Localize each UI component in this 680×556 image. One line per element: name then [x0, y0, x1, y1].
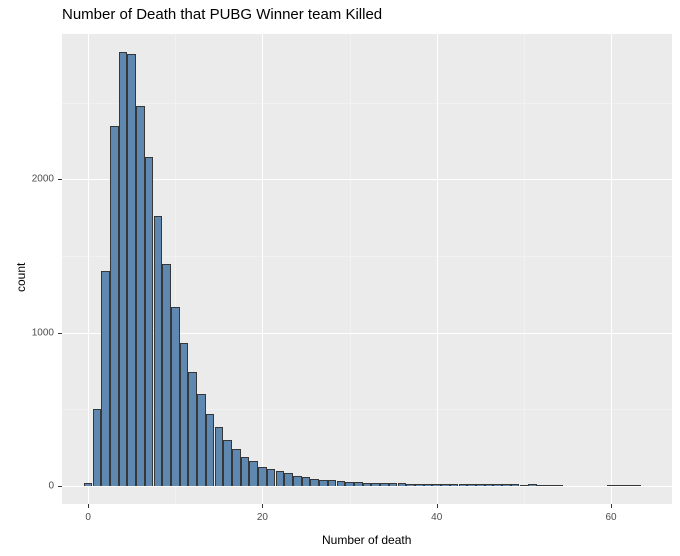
histogram-bar — [380, 483, 389, 486]
histogram-bar — [424, 484, 433, 486]
histogram-bar — [441, 484, 450, 486]
x-axis-label: Number of death — [322, 533, 411, 547]
y-axis-label: count — [14, 263, 28, 292]
histogram-bar — [406, 484, 415, 486]
histogram-bar — [528, 484, 537, 485]
grid-minor-v — [524, 34, 525, 504]
histogram-bar — [354, 482, 363, 485]
x-tick-label: 60 — [605, 512, 616, 523]
histogram-bar — [276, 471, 285, 486]
x-tick-mark — [262, 504, 263, 508]
histogram-bar — [127, 54, 136, 486]
grid-major-v — [437, 34, 438, 504]
y-tick-label: 1000 — [32, 327, 54, 338]
histogram-bar — [258, 467, 267, 485]
grid-major-v — [262, 34, 263, 504]
histogram-bar — [328, 480, 337, 485]
histogram-bar — [101, 271, 110, 485]
y-tick-mark — [58, 486, 62, 487]
histogram-chart: Number of Death that PUBG Winner team Ki… — [0, 0, 680, 556]
histogram-bar — [502, 484, 511, 486]
plot-area — [62, 34, 672, 504]
histogram-bar — [145, 157, 154, 486]
histogram-bar — [607, 485, 616, 486]
histogram-bar — [310, 479, 319, 486]
y-tick-mark — [58, 333, 62, 334]
histogram-bar — [389, 483, 398, 486]
histogram-bar — [119, 52, 128, 485]
histogram-bar — [371, 483, 380, 486]
x-tick-mark — [611, 504, 612, 508]
histogram-bar — [319, 480, 328, 486]
grid-minor-h — [62, 103, 672, 104]
histogram-bar — [232, 449, 241, 486]
histogram-bar — [520, 485, 529, 486]
histogram-bar — [450, 484, 459, 486]
histogram-bar — [546, 485, 555, 486]
y-tick-label: 2000 — [32, 174, 54, 185]
histogram-bar — [180, 343, 189, 485]
x-tick-label: 40 — [431, 512, 442, 523]
x-tick-label: 0 — [85, 512, 91, 523]
x-tick-label: 20 — [257, 512, 268, 523]
histogram-bar — [459, 484, 468, 486]
histogram-bar — [110, 126, 119, 486]
histogram-bar — [223, 440, 232, 486]
histogram-bar — [467, 484, 476, 486]
histogram-bar — [293, 476, 302, 486]
x-tick-mark — [88, 504, 89, 508]
histogram-bar — [188, 372, 197, 485]
grid-minor-v — [350, 34, 351, 504]
histogram-bar — [284, 473, 293, 485]
histogram-bar — [493, 484, 502, 485]
histogram-bar — [206, 414, 215, 486]
histogram-bar — [215, 427, 224, 485]
chart-title: Number of Death that PUBG Winner team Ki… — [62, 6, 382, 23]
histogram-bar — [267, 469, 276, 486]
grid-major-h — [62, 179, 672, 180]
histogram-bar — [633, 485, 642, 486]
histogram-bar — [171, 307, 180, 486]
histogram-bar — [197, 394, 206, 486]
histogram-bar — [363, 483, 372, 486]
histogram-bar — [337, 481, 346, 486]
histogram-bar — [93, 409, 102, 486]
histogram-bar — [554, 485, 563, 486]
histogram-bar — [615, 485, 624, 486]
histogram-bar — [476, 484, 485, 486]
histogram-bar — [241, 457, 250, 486]
histogram-bar — [154, 216, 163, 485]
histogram-bar — [485, 484, 494, 486]
histogram-bar — [511, 484, 520, 485]
histogram-bar — [84, 483, 93, 485]
x-tick-mark — [437, 504, 438, 508]
y-tick-label: 0 — [48, 480, 54, 491]
histogram-bar — [136, 106, 145, 486]
histogram-bar — [415, 484, 424, 486]
grid-major-h — [62, 486, 672, 487]
histogram-bar — [432, 484, 441, 486]
grid-major-v — [88, 34, 89, 504]
histogram-bar — [624, 485, 633, 486]
histogram-bar — [398, 483, 407, 485]
histogram-bar — [345, 482, 354, 486]
y-tick-mark — [58, 179, 62, 180]
histogram-bar — [249, 461, 258, 485]
histogram-bar — [162, 264, 171, 486]
histogram-bar — [537, 485, 546, 486]
grid-major-v — [611, 34, 612, 504]
histogram-bar — [302, 477, 311, 485]
